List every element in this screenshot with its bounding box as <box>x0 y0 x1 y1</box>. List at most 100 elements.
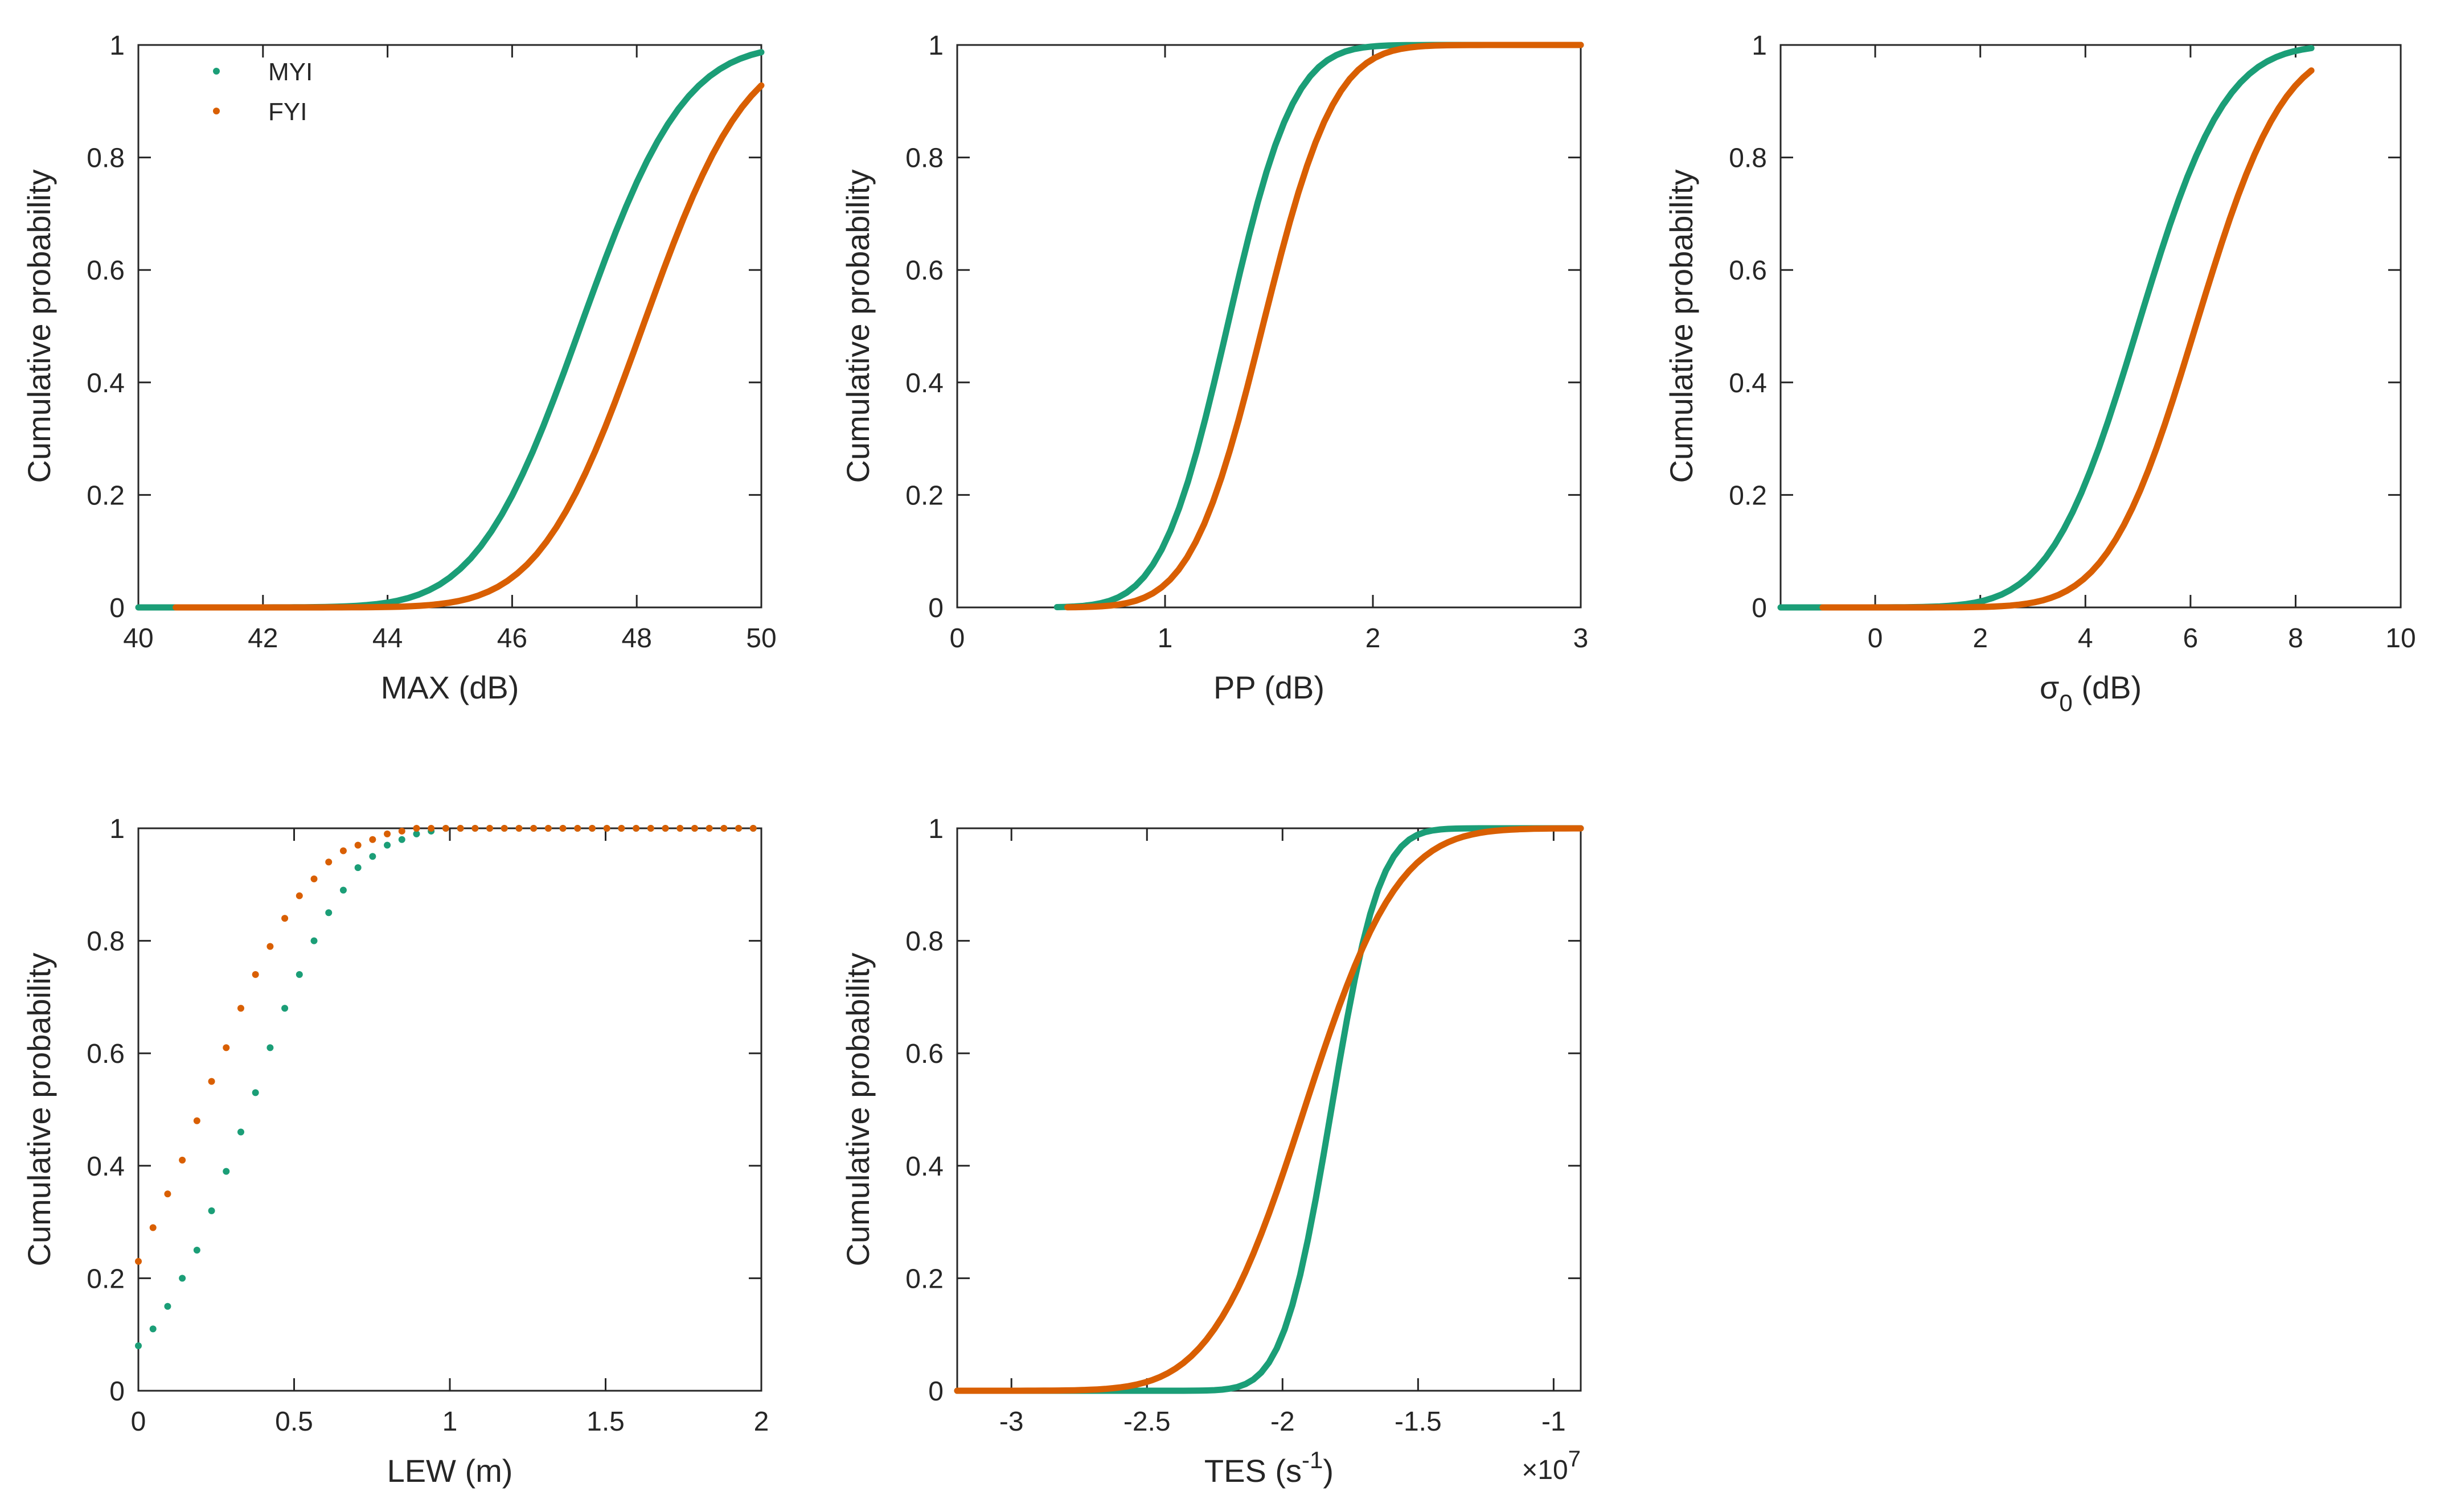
x-exponent-label: ×107 <box>1522 1447 1581 1485</box>
scatter-point-fyi <box>237 1005 244 1012</box>
scatter-point-fyi <box>574 825 581 832</box>
scatter-point-myi <box>325 909 333 917</box>
scatter-point-fyi <box>296 892 303 899</box>
y-tick-label: 0 <box>1752 593 1767 623</box>
scatter-point-fyi <box>457 825 464 832</box>
scatter-point-myi <box>179 1275 186 1282</box>
scatter-point-fyi <box>193 1117 200 1124</box>
x-axis-label-superscript: -1 <box>1302 1447 1323 1473</box>
scatter-point-fyi <box>281 915 289 922</box>
scatter-point-fyi <box>208 1078 215 1085</box>
scatter-point-myi <box>208 1207 215 1214</box>
scatter-point-fyi <box>252 971 259 978</box>
scatter-point-fyi <box>691 825 698 832</box>
scatter-point-myi <box>296 971 303 978</box>
y-tick-label: 0.8 <box>905 927 944 957</box>
scatter-point-fyi <box>618 825 625 832</box>
series-line-fyi <box>1064 42 1584 611</box>
y-axis-label: Cumulative probability <box>21 953 57 1267</box>
scatter-point-fyi <box>676 825 684 832</box>
scatter-point-fyi <box>135 1258 142 1265</box>
x-axis-label-main: LEW (m) <box>387 1453 513 1489</box>
scatter-point-myi <box>384 841 391 849</box>
x-axis-label: LEW (m) <box>387 1453 513 1489</box>
scatter-point-fyi <box>310 875 318 882</box>
axes-box <box>956 827 1582 1392</box>
scatter-point-myi <box>135 1342 142 1349</box>
y-tick-label: 1 <box>1752 31 1767 61</box>
x-exponent-power: 7 <box>1568 1447 1581 1472</box>
x-axis-label-suffix: ) <box>1323 1453 1334 1489</box>
y-tick-label: 1 <box>928 814 944 844</box>
legend: MYI FYI <box>213 58 313 126</box>
scatter-point-fyi <box>544 825 552 832</box>
scatter-point-fyi <box>588 825 596 832</box>
y-axis-label: Cumulative probability <box>840 170 876 483</box>
scatter-point-fyi <box>471 825 479 832</box>
scatter-point-fyi <box>647 825 654 832</box>
scatter-point-fyi <box>164 1190 171 1198</box>
x-tick-label: 4 <box>2078 623 2093 654</box>
scatter-point-fyi <box>706 825 713 832</box>
scatter-point-myi <box>149 1325 157 1333</box>
y-tick-label: 0.8 <box>1729 143 1767 174</box>
scatter-point-fyi <box>442 825 449 832</box>
x-tick-label: 3 <box>1573 623 1589 654</box>
scatter-point-fyi <box>398 827 405 835</box>
x-tick-label: -1 <box>1541 1407 1566 1437</box>
axes-box <box>1779 44 2402 609</box>
x-axis-label: TES (s-1) <box>1204 1447 1334 1489</box>
x-tick-label: 6 <box>2183 623 2198 654</box>
y-tick-label: 0.8 <box>87 143 125 174</box>
y-tick-label: 0.2 <box>905 480 944 511</box>
x-axis-label-main: σ <box>2040 669 2060 705</box>
scatter-point-fyi <box>662 825 669 832</box>
scatter-point-myi <box>252 1089 259 1096</box>
x-tick-label: 0.5 <box>275 1407 313 1437</box>
scatter-point-fyi <box>223 1044 230 1051</box>
scatter-point-fyi <box>339 847 347 854</box>
y-axis-label: Cumulative probability <box>840 953 876 1267</box>
x-tick-label: -3 <box>999 1407 1024 1437</box>
x-tick-label: 44 <box>372 623 403 654</box>
scatter-point-myi <box>164 1303 171 1310</box>
scatter-point-fyi <box>515 825 523 832</box>
scatter-point-fyi <box>325 858 333 866</box>
y-tick-label: 0.2 <box>905 1264 944 1294</box>
y-tick-label: 0.2 <box>1729 480 1767 511</box>
scatter-point-fyi <box>530 825 538 832</box>
x-axis-label-main: MAX (dB) <box>381 669 519 705</box>
series-line-fyi <box>173 82 765 611</box>
x-tick-label: 40 <box>123 623 153 654</box>
x-tick-label: 2 <box>1365 623 1381 654</box>
scatter-point-fyi <box>749 825 757 832</box>
x-tick-label: 0 <box>1868 623 1883 654</box>
scatter-point-fyi <box>354 841 362 849</box>
scatter-point-fyi <box>486 825 494 832</box>
scatter-point-myi <box>310 937 318 944</box>
series-line-myi <box>135 49 765 611</box>
scatter-point-myi <box>193 1247 200 1254</box>
x-tick-label: -2.5 <box>1123 1407 1171 1437</box>
x-tick-label: 1 <box>442 1407 458 1437</box>
y-tick-label: 0.6 <box>87 1039 125 1069</box>
x-tick-label: 42 <box>248 623 278 654</box>
scatter-point-fyi <box>149 1224 157 1231</box>
scatter-point-fyi <box>428 825 435 832</box>
scatter-point-myi <box>223 1168 230 1175</box>
x-tick-label: 50 <box>746 623 776 654</box>
y-tick-label: 0.6 <box>905 256 944 286</box>
y-tick-label: 1 <box>109 814 125 844</box>
x-tick-label: 0 <box>131 1407 146 1437</box>
scatter-point-fyi <box>633 825 640 832</box>
x-axis-label-main: TES (s <box>1204 1453 1302 1489</box>
y-tick-label: 0.6 <box>1729 256 1767 286</box>
axes-box <box>137 827 762 1392</box>
y-axis-label: Cumulative probability <box>21 170 57 483</box>
y-tick-label: 0.4 <box>87 1152 125 1182</box>
legend-label-myi: MYI <box>268 58 313 86</box>
series-line-myi <box>1777 45 2315 611</box>
series-line-fyi <box>954 825 1584 1394</box>
scatter-point-fyi <box>413 825 420 832</box>
scatter-point-myi <box>281 1005 289 1012</box>
